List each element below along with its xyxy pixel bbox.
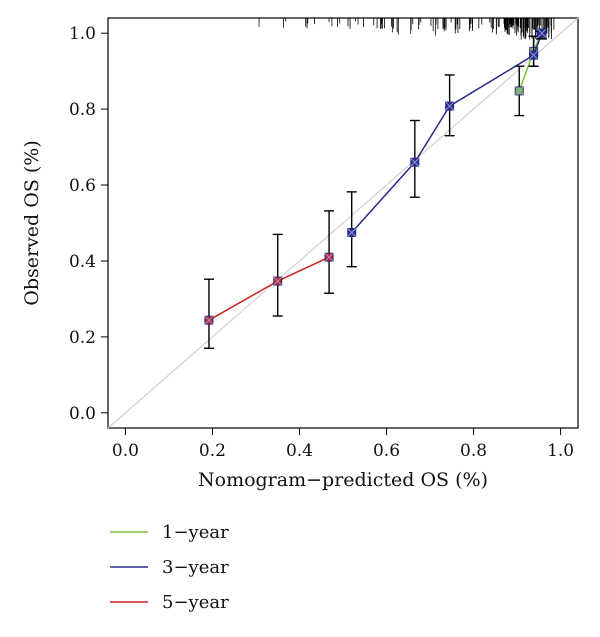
legend-label: 3−year xyxy=(162,557,229,578)
data-point-cross xyxy=(514,86,524,96)
x-tick-label: 0.6 xyxy=(373,441,400,461)
legend-label: 5−year xyxy=(162,592,229,613)
y-tick-label: 0.2 xyxy=(69,328,96,348)
y-tick-label: 0.4 xyxy=(69,252,96,272)
legend: 1−year 3−year 5−year xyxy=(110,522,229,613)
y-tick-label: 0.6 xyxy=(69,176,96,196)
data-point-cross xyxy=(529,50,538,60)
data-point-cross xyxy=(537,28,547,38)
x-tick-label: 0.2 xyxy=(199,441,226,461)
series-1 xyxy=(514,28,547,117)
reference-diagonal xyxy=(107,17,579,429)
x-tick-label: 0.4 xyxy=(286,441,313,461)
x-axis: 0.0 0.2 0.4 0.6 0.8 1.0 xyxy=(112,427,574,461)
data-point-cross xyxy=(273,276,283,286)
series-line xyxy=(208,256,330,321)
data-point-cross xyxy=(410,157,420,167)
series-layer xyxy=(203,28,547,349)
data-point-cross xyxy=(347,228,357,237)
data-point-cross xyxy=(204,315,214,325)
rug-plot xyxy=(258,18,555,40)
data-point-cross xyxy=(324,252,334,262)
x-tick-label: 1.0 xyxy=(547,441,574,461)
y-tick-label: 0.0 xyxy=(69,404,96,424)
data-point-cross xyxy=(445,101,454,111)
x-tick-label: 0.8 xyxy=(460,441,487,461)
y-tick-label: 0.8 xyxy=(69,100,96,120)
x-axis-title: Nomogram−predicted OS (%) xyxy=(198,469,488,491)
x-tick-label: 0.0 xyxy=(112,441,139,461)
series-2 xyxy=(346,28,547,268)
y-axis: 0.0 0.2 0.4 0.6 0.8 1.0 xyxy=(69,24,109,424)
y-axis-title: Observed OS (%) xyxy=(21,140,43,306)
legend-label: 1−year xyxy=(162,522,229,543)
y-tick-label: 1.0 xyxy=(69,24,96,44)
series-3 xyxy=(203,210,335,349)
